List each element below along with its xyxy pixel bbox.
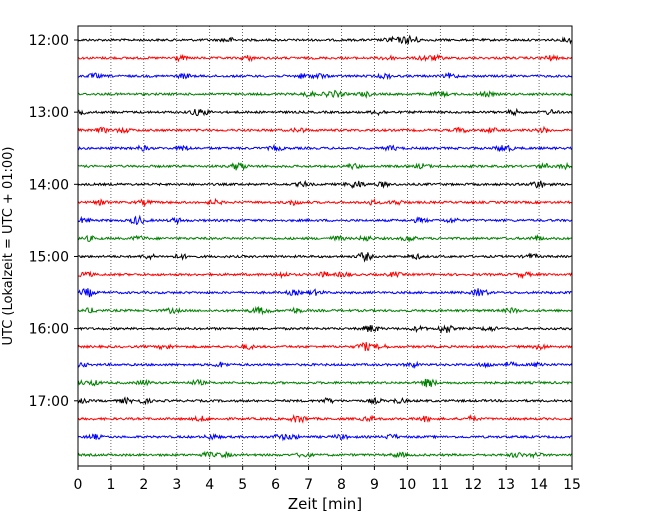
x-tick-label-12: 12 xyxy=(464,477,482,493)
trace-1715 xyxy=(77,413,573,424)
x-tick-label-7: 7 xyxy=(304,477,313,493)
trace-1500 xyxy=(77,252,573,263)
trace-1515 xyxy=(77,270,573,280)
trace-1530 xyxy=(77,288,573,298)
trace-1300 xyxy=(77,107,573,117)
x-tick-label-8: 8 xyxy=(337,477,346,493)
trace-1415 xyxy=(77,197,573,208)
y-axis-label: UTC (Lokalzeit = UTC + 01:00) xyxy=(1,147,16,346)
y-ticks: 12:00 13:00 14:00 15:00 16:00 17:00 xyxy=(29,33,78,410)
x-tick-label-2: 2 xyxy=(139,477,148,493)
trace-1645 xyxy=(77,378,573,388)
trace-1430 xyxy=(77,214,573,226)
plot-frame xyxy=(77,25,573,467)
trace-1200 xyxy=(77,34,573,45)
trace-1700 xyxy=(77,396,573,406)
y-tick-label-1: 13:00 xyxy=(29,105,69,121)
x-axis-label: Zeit [min] xyxy=(288,495,362,513)
y-tick-label-0: 12:00 xyxy=(29,33,69,49)
x-tick-label-9: 9 xyxy=(370,477,379,493)
x-tick-label-13: 13 xyxy=(497,477,515,493)
grid-lines xyxy=(110,26,540,466)
trace-1215 xyxy=(77,53,573,63)
y-tick-label-3: 15:00 xyxy=(29,249,69,265)
traces xyxy=(77,34,573,460)
trace-1630 xyxy=(77,360,573,369)
x-tick-label-5: 5 xyxy=(238,477,247,493)
x-tick-label-0: 0 xyxy=(74,477,83,493)
y-tick-label-5: 17:00 xyxy=(29,394,69,410)
x-tick-label-15: 15 xyxy=(563,477,581,493)
x-tick-label-14: 14 xyxy=(530,477,548,493)
x-tick-label-1: 1 xyxy=(106,477,115,493)
x-tick-label-3: 3 xyxy=(172,477,181,493)
x-tick-label-4: 4 xyxy=(205,477,214,493)
trace-1315 xyxy=(77,125,573,135)
trace-1745 xyxy=(77,450,573,460)
trace-1230 xyxy=(77,71,573,81)
y-tick-label-2: 14:00 xyxy=(29,177,69,193)
x-ticks: 0 1 2 3 4 5 6 7 8 9 10 11 12 13 14 15 xyxy=(74,466,581,493)
trace-1245 xyxy=(77,89,573,99)
trace-1445 xyxy=(77,233,573,243)
y-tick-label-4: 16:00 xyxy=(29,322,69,338)
trace-1600 xyxy=(77,324,573,334)
trace-1345 xyxy=(77,161,573,172)
x-tick-label-10: 10 xyxy=(398,477,416,493)
trace-1330 xyxy=(77,143,573,153)
trace-1545 xyxy=(77,305,573,316)
trace-1615 xyxy=(77,341,573,352)
x-tick-label-6: 6 xyxy=(271,477,280,493)
x-tick-label-11: 11 xyxy=(431,477,449,493)
trace-1400 xyxy=(77,179,573,190)
trace-1730 xyxy=(77,433,573,442)
